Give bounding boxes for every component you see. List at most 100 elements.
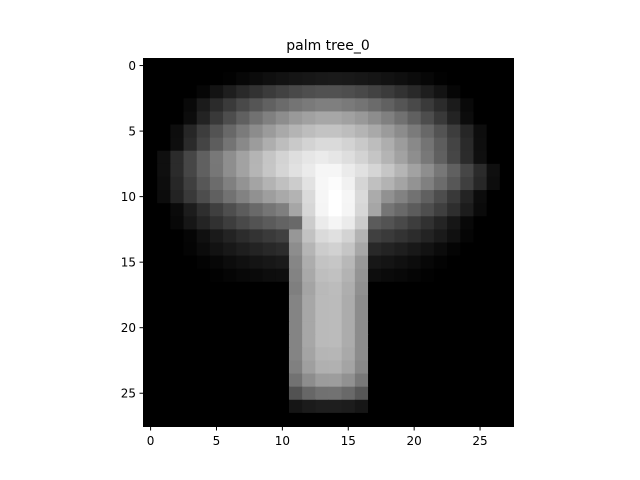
heatmap-cell [341,72,356,86]
heatmap-cell [196,308,211,322]
heatmap-cell [341,412,356,427]
heatmap-cell [262,163,277,178]
heatmap-cell [262,386,277,401]
heatmap-cell [354,124,369,139]
heatmap-cell [354,98,369,113]
heatmap-cell [262,308,277,322]
heatmap-cell [341,59,356,73]
heatmap-cell [223,308,237,322]
heatmap-cell [223,255,237,270]
heatmap-cell [486,150,501,165]
heatmap-cell [433,163,448,178]
heatmap-cell [288,176,303,191]
heatmap-cell [499,334,514,348]
heatmap-cell [315,321,330,335]
heatmap-cell [209,163,224,178]
heatmap-cell [407,360,422,375]
heatmap-cell [262,347,277,362]
heatmap-cell [302,412,316,427]
heatmap-cell [223,399,237,414]
heatmap-cell [236,294,251,309]
heatmap-cell [223,373,237,388]
heatmap-cell [209,255,224,270]
heatmap-cell [275,85,290,99]
heatmap-cell [433,242,448,257]
heatmap-cell [473,98,488,113]
heatmap-cell [236,321,251,335]
heatmap-cell [460,150,475,165]
heatmap-cell [341,308,356,322]
heatmap-cell [275,255,290,270]
heatmap-cell [394,59,409,73]
heatmap-cell [328,386,343,401]
heatmap-cell [447,373,461,388]
heatmap-cell [328,373,343,388]
heatmap-cell [354,281,369,296]
heatmap-cell [183,137,198,152]
heatmap-cell [170,111,185,126]
x-tick-label: 15 [341,434,356,448]
heatmap-cell [196,59,211,73]
heatmap-cell [209,281,224,296]
heatmap-cell [433,98,448,113]
heatmap-cell [183,85,198,99]
heatmap-cell [144,190,158,204]
heatmap-cell [328,111,343,126]
heatmap-cell [315,124,330,139]
heatmap-cell [433,229,448,244]
heatmap-cell [196,98,211,113]
heatmap-cell [447,255,461,270]
heatmap-cell [236,399,251,414]
heatmap-cell [368,412,382,427]
heatmap-cell [236,98,251,113]
heatmap-cell [275,321,290,335]
heatmap-cell [223,150,237,165]
plot-frame [143,58,514,427]
heatmap-cell [262,85,277,99]
heatmap-cell [381,111,395,126]
heatmap-cell [354,137,369,152]
heatmap-cell [486,308,501,322]
heatmap-cell [499,190,514,204]
heatmap-cell [236,124,251,139]
x-tick-label: 0 [147,434,155,448]
heatmap-cell [460,347,475,362]
heatmap-cell [420,137,435,152]
heatmap-cell [394,150,409,165]
heatmap-cell [341,360,356,375]
heatmap-cell [433,321,448,335]
heatmap-cell [144,321,158,335]
heatmap-cell [486,124,501,139]
heatmap-cell [407,229,422,244]
heatmap-cell [499,150,514,165]
heatmap-cell [328,203,343,217]
heatmap-cell [157,334,171,348]
heatmap-cell [262,150,277,165]
heatmap-cell [249,203,264,217]
heatmap-cell [170,255,185,270]
heatmap-cell [460,137,475,152]
y-axis-ticks: 0 5 10 15 20 25 [121,59,144,401]
heatmap-cell [144,150,158,165]
heatmap-cell [420,294,435,309]
heatmap-cell [499,176,514,191]
heatmap-cell [499,281,514,296]
heatmap-cell [328,281,343,296]
heatmap-cell [288,360,303,375]
heatmap-cell [302,255,316,270]
heatmap-cell [209,137,224,152]
heatmap-cell [157,124,171,139]
heatmap-cell [275,72,290,86]
heatmap-cell [341,111,356,126]
heatmap-cell [223,242,237,257]
heatmap-cell [328,124,343,139]
heatmap-cell [499,85,514,99]
heatmap-cell [460,98,475,113]
heatmap-cell [262,137,277,152]
heatmap-cell [302,190,316,204]
heatmap-cell [486,85,501,99]
heatmap-cell [209,150,224,165]
heatmap-cell [183,412,198,427]
heatmap-cell [341,386,356,401]
heatmap-cell [315,347,330,362]
